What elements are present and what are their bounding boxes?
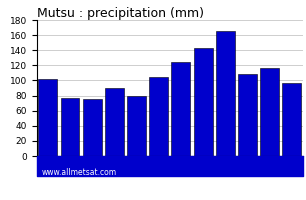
Bar: [149, 77, 168, 156]
Bar: [83, 99, 102, 156]
Bar: [238, 74, 257, 156]
Text: www.allmetsat.com: www.allmetsat.com: [42, 168, 117, 177]
Bar: [260, 68, 279, 156]
Bar: [38, 79, 57, 156]
Bar: [282, 83, 301, 156]
Bar: [105, 88, 124, 156]
Text: Mutsu : precipitation (mm): Mutsu : precipitation (mm): [37, 7, 204, 20]
Bar: [61, 98, 80, 156]
Bar: [127, 96, 146, 156]
Bar: [171, 62, 190, 156]
Bar: [194, 48, 213, 156]
Bar: [216, 31, 235, 156]
